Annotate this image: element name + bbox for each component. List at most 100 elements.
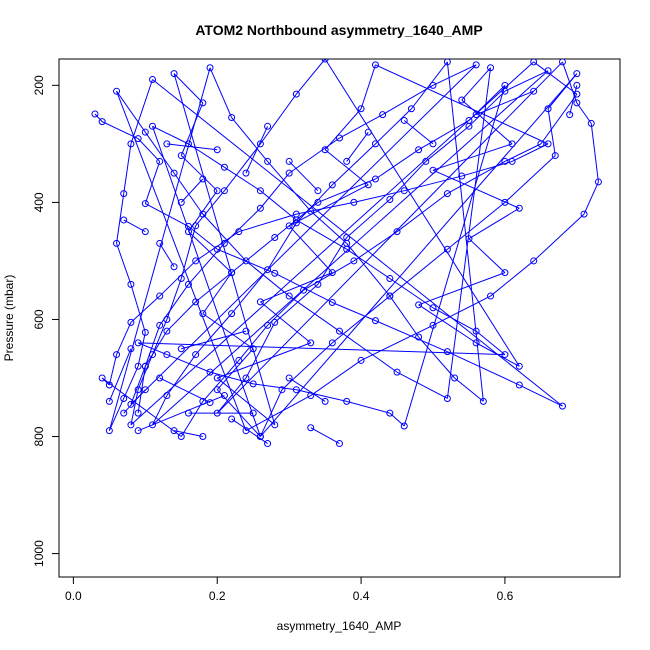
y-axis: 2004006008001000 [32,75,59,567]
series-line-segment [232,419,268,444]
series-line-segment [383,85,433,114]
series-line-segment [160,243,174,266]
series-line-segment [361,65,375,109]
series-line-segment [505,156,555,203]
series-line-segment [196,314,232,355]
series-line-segment [404,120,433,143]
y-tick-label: 200 [32,75,46,95]
series-line-segment [375,109,411,144]
x-axis-label: asymmetry_1640_AMP [277,619,402,633]
series-line-segment [167,278,181,319]
series-line-segment [332,144,375,185]
series-line-segment [411,62,447,109]
series-line-segment [167,355,210,373]
chart-title: ATOM2 Northbound asymmetry_1640_AMP [195,22,482,38]
series-line-segment [268,161,311,211]
series-line-segment [167,144,217,150]
series-line-segment [160,261,196,296]
x-tick-label: 0.2 [209,589,226,603]
series-line-segment [433,308,476,331]
series-line-segment [311,360,361,395]
series-line-segment [347,132,369,161]
series-line-segment [296,185,332,223]
series-line-segment [102,378,109,385]
series-line-segment [311,428,340,444]
series-line-segment [217,62,562,413]
series-line-segment [347,401,390,413]
x-tick-label: 0.6 [497,589,514,603]
series-line-segment [476,91,534,114]
series-line-segment [124,220,146,232]
series-line-segment [304,261,354,290]
series-line-segment [591,123,598,182]
series-line-segment [117,194,124,244]
y-axis-label: Pressure (mbar) [2,275,16,362]
series-line-segment [217,378,275,425]
data-point [150,123,156,129]
series-line-segment [102,122,138,139]
series-line-segment [138,366,145,413]
series-line-segment [433,65,476,85]
series-line-segment [577,103,591,123]
x-tick-label: 0.0 [65,589,82,603]
series-line-segment [332,296,390,343]
series-line-segment [462,100,512,144]
series-line-segment [124,144,131,194]
series-line-segment [138,355,152,390]
series-line-segment [519,385,562,406]
series-line-segment [117,243,131,284]
series-line-segment [397,372,447,398]
y-tick-label: 1000 [32,540,46,567]
x-axis: 0.0 0.2 0.4 0.6 [65,577,514,603]
series-line-segment [117,91,146,132]
series-line-segment [375,150,418,179]
series-line-segment [462,161,512,176]
series-line-segment [469,208,519,238]
y-tick-label: 600 [32,309,46,329]
data-point [265,123,271,129]
series-line-segment [390,161,426,199]
series-line-segment [117,322,131,354]
series-line-segment [246,261,289,296]
series-line-segment [404,176,462,191]
series-line-segment [131,79,153,143]
series-line-segment [253,384,296,390]
series-line-segment [419,273,505,305]
series-line-segment [203,214,246,261]
series-line-segment [138,139,160,162]
series-line-segment [138,332,145,366]
series-line-segment [131,366,145,404]
series-line-segment [447,202,505,249]
series-line-segment [145,161,159,203]
series-line-segment [153,126,261,436]
series-line-segment [210,68,232,118]
series-line-segment [224,167,260,190]
series-line-segment [181,401,203,436]
series-line-segment [361,325,433,360]
series-line-segment [584,182,598,214]
series-line-segment [390,296,419,337]
series-line-segment [325,150,368,185]
series-line-segment [232,118,268,162]
series-line-segment [534,214,584,261]
y-tick-label: 400 [32,192,46,212]
series-line-segment [95,114,102,122]
x-tick-label: 0.4 [353,589,370,603]
series-line-segment [390,249,448,296]
series-line-segment [174,173,203,214]
series-line-segment [469,239,505,273]
series-line-segment [109,355,116,385]
series-line-segment [289,296,339,331]
series-line-segment [224,208,260,243]
series-line-segment [455,378,484,401]
series-line-segment [419,305,477,343]
series-line-segment [447,352,519,385]
series-line-segment [491,261,534,296]
series-line-segment [196,191,225,226]
series-line-segment [296,59,325,94]
series-line-segment [340,331,398,372]
series-line-segment [131,65,476,404]
series-line-segment [260,74,576,437]
data-lines [95,59,598,444]
